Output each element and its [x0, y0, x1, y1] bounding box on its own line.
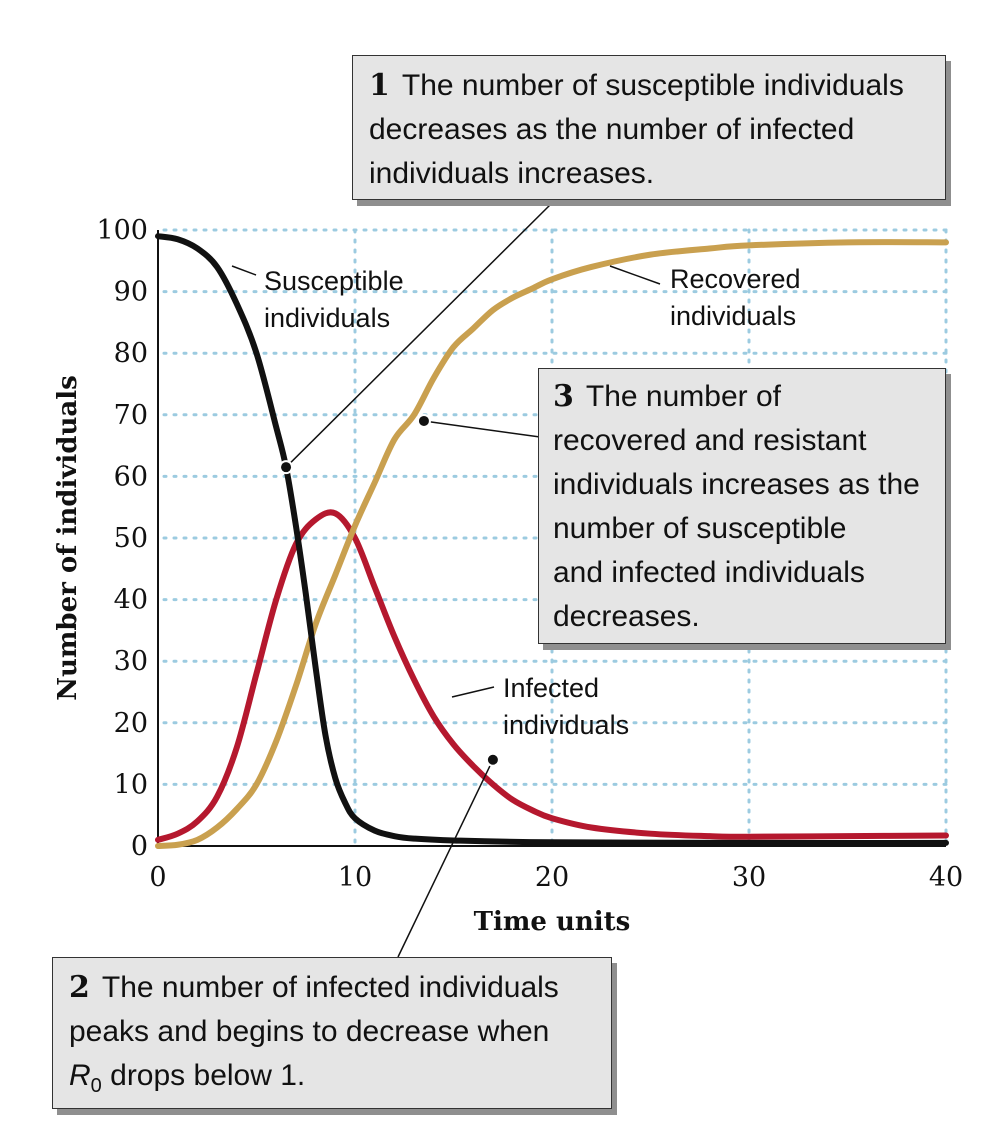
x-tick-label-3: 30: [732, 862, 766, 893]
curve-label-recovered-1: individuals: [670, 301, 796, 331]
curve-label-infected-0: Infected: [503, 673, 599, 703]
x-tick-label-2: 20: [535, 862, 569, 893]
marker-dot-3: [418, 415, 429, 426]
y-tick-label-0: 0: [131, 831, 148, 862]
y-tick-label-7: 70: [114, 400, 148, 431]
x-tick-label-4: 40: [929, 862, 963, 893]
curve-label-susceptible-1: individuals: [264, 303, 390, 333]
r0-subscript: 0: [90, 1075, 102, 1097]
callout-1-number: 1: [369, 68, 390, 103]
label-tick-susceptible: [231, 265, 257, 276]
callout-3-line-3: individuals increases as the: [553, 468, 920, 501]
y-tick-label-1: 10: [114, 769, 148, 800]
callout-3: 3 The number of recovered and resistant i…: [538, 368, 946, 644]
x-tick-label-0: 0: [149, 862, 166, 893]
callout-3-number: 3: [553, 379, 574, 414]
x-axis-title: Time units: [474, 907, 631, 937]
callout-2-line-2: peaks and begins to decrease when: [69, 1015, 550, 1048]
callout-1-line-3: individuals increases.: [369, 157, 655, 190]
y-tick-label-9: 90: [114, 277, 148, 308]
callout-2: 2 The number of infected individuals peak…: [52, 957, 612, 1109]
callout-2-line-1: 2 The number of infected individuals: [69, 970, 559, 1005]
y-tick-label-10: 100: [96, 215, 148, 246]
y-tick-label-3: 30: [114, 646, 148, 677]
marker-dot-1: [281, 462, 292, 473]
callout-markers: [279, 413, 500, 767]
x-tick-label-1: 10: [338, 862, 372, 893]
y-axis-title: Number of individuals: [53, 375, 83, 701]
callout-3-line-6: decreases.: [553, 600, 700, 633]
callout-2-line-3: R0 drops below 1.: [69, 1059, 306, 1097]
tick-labels: 0 10 20 30 40 50 60 70 80 90 100 0 10 20 30 40: [96, 215, 963, 893]
leader-lines: [285, 199, 556, 958]
series-curves: [155, 233, 949, 849]
leader-line-2: [397, 759, 494, 958]
curve-labels: Susceptible individuals Infected individual…: [231, 264, 801, 740]
curve-label-recovered-0: Recovered: [670, 264, 801, 294]
callout-3-line-5: and infected individuals: [553, 556, 865, 589]
callout-1-line-2: decreases as the number of infected: [369, 113, 855, 146]
y-tick-label-4: 40: [114, 585, 148, 616]
callout-2-number: 2: [69, 970, 90, 1005]
callout-3-line-1: 3 The number of: [553, 379, 781, 414]
series-line-recovered: [155, 239, 949, 849]
label-tick-infected: [451, 686, 495, 698]
series-line-infected: [155, 509, 949, 843]
y-tick-label-8: 80: [114, 338, 148, 369]
y-tick-label-2: 20: [114, 708, 148, 739]
callout-1: 1 The number of susceptible individuals d…: [352, 55, 946, 200]
leader-line-3: [423, 420, 541, 438]
curve-label-susceptible-0: Susceptible: [264, 266, 404, 296]
axes: [157, 230, 946, 847]
callout-3-line-2: recovered and resistant: [553, 424, 867, 457]
leader-line-1: [285, 199, 556, 468]
marker-dot-2: [487, 754, 498, 765]
callout-3-line-4: number of susceptible: [553, 512, 847, 545]
y-tick-label-5: 50: [114, 523, 148, 554]
r0-symbol: R: [69, 1059, 91, 1092]
label-tick-recovered: [609, 265, 661, 285]
curve-label-infected-1: individuals: [503, 710, 629, 740]
y-tick-label-6: 60: [114, 461, 148, 492]
callout-1-line-1: 1 The number of susceptible individuals: [369, 68, 904, 103]
series-line-susceptible: [155, 233, 949, 846]
